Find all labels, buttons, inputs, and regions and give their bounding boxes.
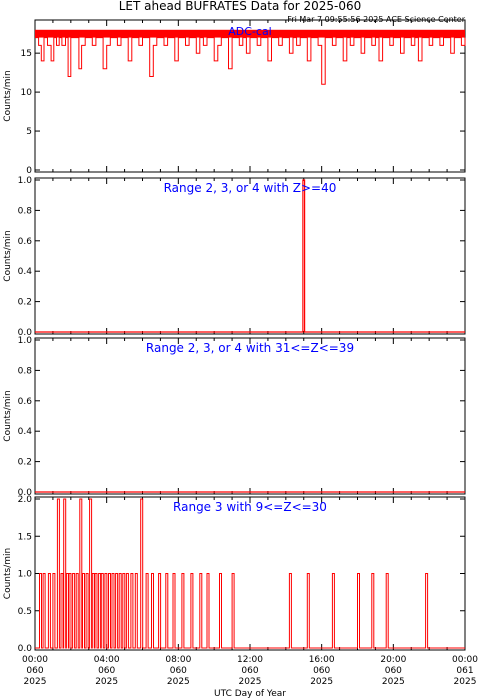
y-axis-label: Counts/min	[3, 548, 13, 599]
y-tick-label: 15	[21, 49, 32, 59]
x-tick-label: 2025	[310, 677, 333, 687]
x-tick-label: 2025	[454, 677, 477, 687]
x-tick-label: 2025	[239, 677, 262, 687]
y-tick-label: 5	[26, 127, 32, 137]
x-tick-label: 061	[456, 666, 473, 676]
x-tick-label: 060	[385, 666, 402, 676]
y-tick-label: 1.0	[18, 570, 33, 580]
figure-title: LET ahead BUFRATES Data for 2025-060	[119, 0, 361, 13]
y-tick-label: 0.0	[18, 488, 33, 498]
x-tick-label: 2025	[95, 677, 118, 687]
y-tick-label: 0.8	[18, 206, 33, 216]
y-tick-label: 0.2	[18, 458, 32, 468]
series-band	[35, 29, 465, 38]
panel-4: 0.0 0.5 1.0 1.5 2.0 Counts/min Range 3 with 9<…	[3, 495, 466, 654]
x-tick-label: 060	[98, 666, 115, 676]
y-axis-label: Counts/min	[3, 70, 13, 121]
panel-2: 0.0 0.2 0.4 0.6 0.8 1.0 Counts/min Range 2, 3, …	[3, 176, 466, 338]
y-tick-label: 0.2	[18, 298, 32, 308]
y-tick-label: 0.0	[18, 328, 33, 338]
y-axis-label: Counts/min	[3, 230, 13, 281]
panel-label: ADC-cal	[228, 25, 272, 38]
x-tick-label: 12:00	[237, 655, 263, 665]
x-tick-label: 08:00	[165, 655, 191, 665]
panel-label: Range 2, 3, or 4 with 31<=Z<=39	[146, 341, 354, 355]
x-tick-label: 2025	[24, 677, 47, 687]
x-axis-label: UTC Day of Year	[214, 689, 286, 699]
panel-1: 0 5 10 15 Counts/min ADC-cal	[3, 19, 466, 176]
x-tick-label: 00:00	[452, 655, 478, 665]
y-tick-label: 0.6	[18, 397, 33, 407]
y-tick-label: 2.0	[18, 495, 33, 505]
panel-3: 0.0 0.2 0.4 0.6 0.8 1.0 Counts/min Range 2, 3, …	[3, 336, 466, 498]
series-line	[35, 498, 465, 649]
x-tick-label: 060	[241, 666, 258, 676]
x-tick-label: 060	[26, 666, 43, 676]
y-tick-label: 0	[26, 166, 32, 176]
panel-frame	[34, 337, 466, 495]
y-axis-label: Counts/min	[3, 390, 13, 441]
y-tick-label: 1.0	[18, 336, 33, 346]
series-line	[35, 37, 466, 85]
x-tick-label: 20:00	[380, 655, 406, 665]
panel-label: Range 3 with 9<=Z<=30	[173, 500, 327, 514]
y-tick-label: 0.4	[18, 267, 33, 277]
x-tick-label: 060	[170, 666, 187, 676]
x-tick-label: 060	[313, 666, 330, 676]
y-tick-label: 1.0	[18, 176, 33, 186]
y-tick-label: 10	[21, 88, 33, 98]
plot-panels: 0 5 10 15 Counts/min ADC-cal 0.0 0.2 0.4 0.6 0.8 1.…	[3, 19, 466, 654]
series-line	[35, 179, 465, 333]
x-tick-label: 2025	[382, 677, 405, 687]
x-tick-label: 16:00	[309, 655, 335, 665]
y-tick-label: 0.8	[18, 366, 33, 376]
panel-label: Range 2, 3, or 4 with Z>=40	[164, 181, 337, 195]
y-tick-label: 0.4	[18, 427, 33, 437]
y-tick-label: 1.5	[18, 532, 32, 542]
x-tick-label: 2025	[167, 677, 190, 687]
x-tick-label: 00:00	[22, 655, 48, 665]
y-tick-label: 0.6	[18, 237, 33, 247]
x-tick-label: 04:00	[94, 655, 120, 665]
y-tick-label: 0.5	[18, 607, 32, 617]
y-tick-label: 0.0	[18, 644, 33, 654]
panel-frame	[34, 177, 466, 335]
x-axis-labels: 00:00060202504:00060202508:00060202512:0…	[22, 655, 478, 687]
